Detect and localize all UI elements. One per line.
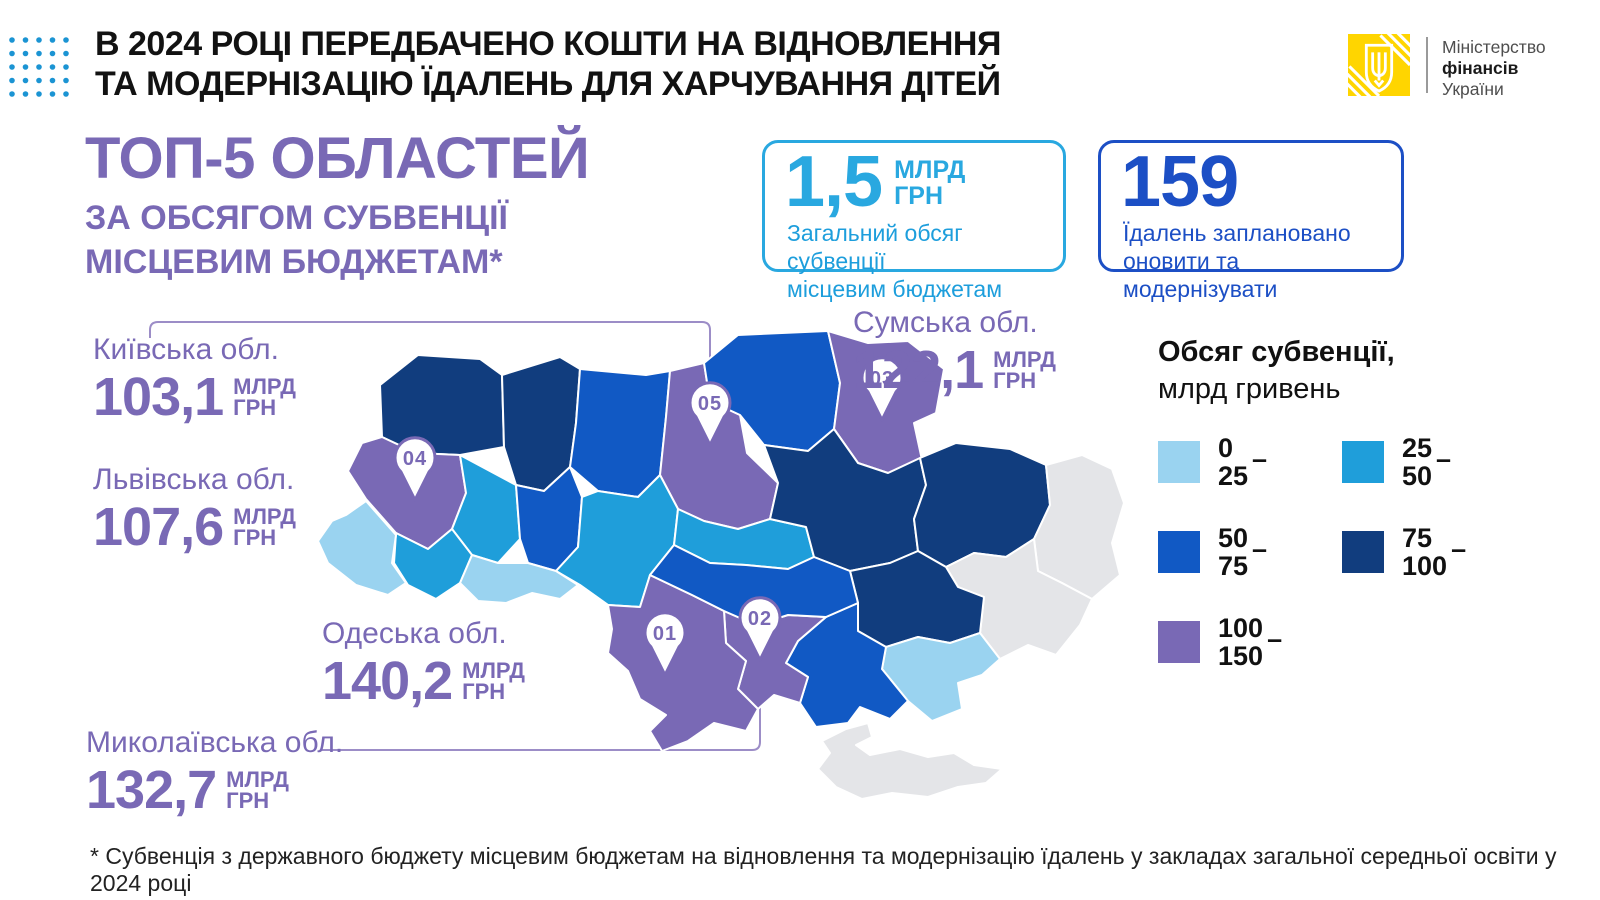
map-legend: Обсяг субвенції, млрд гривень 0 25 – 25 50… — [1158, 334, 1578, 670]
section-title-sub-line2: МІСЦЕВИМ БЮДЖЕТАМ* — [85, 243, 503, 281]
page-title-line2: ТА МОДЕРНІЗАЦІЮ ЇДАЛЕНЬ ДЛЯ ХАРЧУВАННЯ Д… — [95, 65, 1001, 103]
stat-label: Їдалень заплановано оновити та модернізу… — [1101, 217, 1401, 303]
region-label-lvivska: Львівська обл. 107,6 МЛРД ГРН — [93, 463, 296, 557]
region-value: 122,1 — [853, 340, 984, 400]
stat-label-line1: Їдалень заплановано — [1123, 220, 1351, 246]
legend-item-100-150: 100 150 – — [1158, 614, 1282, 670]
region-value: 107,6 — [93, 497, 224, 557]
stat-value-row: 1,5 МЛРД ГРН — [765, 142, 1063, 222]
stat-card-total-subvention: 1,5 МЛРД ГРН Загальний обсяг субвенції м… — [762, 140, 1066, 302]
leader-line-kyivska — [149, 321, 711, 381]
legend-swatch — [1342, 441, 1384, 483]
legend-item-25-50: 25 50 – — [1342, 434, 1451, 490]
region-name: Миколаївська обл. — [86, 726, 344, 759]
svg-text:01: 01 — [653, 623, 677, 645]
region-label-kyivska: Київська обл. 103,1 МЛРД ГРН — [93, 333, 296, 427]
region-label-mykolaivska: Миколаївська обл. 132,7 МЛРД ГРН — [86, 726, 344, 820]
leader-line-mykolaivska — [322, 661, 761, 751]
stat-label-line1: Загальний обсяг субвенції — [787, 220, 963, 274]
section-title-sub: ЗА ОБСЯГОМ СУБВЕНЦІЇ МІСЦЕВИМ БЮДЖЕТАМ* — [85, 196, 589, 284]
legend-title: Обсяг субвенції, млрд гривень — [1158, 336, 1395, 405]
footnote: * Субвенція з державного бюджету місцеви… — [90, 843, 1557, 896]
map-region-luhansk — [1033, 454, 1125, 600]
logo-text: Міністерство фінансів України — [1442, 34, 1546, 100]
tryzub-emblem-icon — [1348, 34, 1410, 96]
legend-swatch — [1342, 531, 1384, 573]
logo-text-line1: Міністерство — [1442, 37, 1546, 57]
region-name: Одеська обл. — [322, 617, 507, 650]
region-label-sumska: Сумська обл. 122,1 МЛРД ГРН — [853, 306, 1056, 400]
svg-text:03: 03 — [870, 368, 894, 390]
stat-unit-line2: ГРН — [894, 182, 943, 210]
region-name: Сумська обл. — [853, 306, 1038, 339]
section-title-sub-line1: ЗА ОБСЯГОМ СУБВЕНЦІЇ — [85, 199, 508, 237]
logo-divider — [1426, 37, 1428, 93]
map-region-chernivtsi — [459, 554, 579, 604]
map-region-crimea — [817, 722, 1003, 800]
map-region-volyn — [379, 354, 505, 456]
region-unit: МЛРД ГРН — [993, 347, 1056, 393]
legend-item-0-25: 0 25 – — [1158, 434, 1267, 490]
region-value: 132,7 — [86, 760, 217, 820]
map-region-zhytomyr — [569, 368, 671, 498]
ministry-of-finance-logo: Міністерство фінансів України — [1348, 34, 1546, 100]
legend-swatch — [1158, 441, 1200, 483]
map-pin-04-lvivska: 04 — [393, 436, 437, 502]
map-region-kirovohrad — [649, 544, 859, 626]
stat-value: 159 — [1121, 142, 1239, 222]
legend-item-50-75: 50 75 – — [1158, 524, 1267, 580]
region-unit: МЛРД ГРН — [226, 767, 289, 813]
dots-pattern-decoration — [9, 37, 69, 97]
legend-item-75-100: 75 100 – — [1342, 524, 1466, 580]
region-unit: МЛРД ГРН — [233, 504, 296, 550]
region-unit: МЛРД ГРН — [233, 374, 296, 420]
map-pin-05-kyivska: 05 — [688, 381, 732, 447]
page-title: В 2024 РОЦІ ПЕРЕДБАЧЕНО КОШТИ НА ВІДНОВЛ… — [95, 24, 1001, 104]
stat-label-line2: місцевим бюджетам — [787, 276, 1003, 302]
svg-text:02: 02 — [748, 608, 772, 630]
section-title: ТОП-5 ОБЛАСТЕЙ ЗА ОБСЯГОМ СУБВЕНЦІЇ МІСЦ… — [85, 126, 590, 284]
svg-text:05: 05 — [698, 393, 722, 415]
stat-value: 1,5 — [785, 142, 883, 222]
region-name: Львівська обл. — [93, 463, 295, 496]
map-pin-03-sumska: 03 — [860, 356, 904, 422]
logo-text-line2: фінансів — [1442, 58, 1519, 78]
region-value: 140,2 — [322, 651, 453, 711]
stat-value-row: 159 — [1101, 142, 1401, 222]
page-title-line1: В 2024 РОЦІ ПЕРЕДБАЧЕНО КОШТИ НА ВІДНОВЛ… — [95, 25, 1001, 63]
legend-swatch — [1158, 531, 1200, 573]
section-title-main: ТОП-5 ОБЛАСТЕЙ — [85, 126, 590, 191]
stat-unit: МЛРД ГРН — [894, 157, 965, 209]
region-unit: МЛРД ГРН — [462, 658, 525, 704]
ukraine-choropleth-map: 01 02 03 04 05 — [149, 321, 1125, 800]
map-pin-01-odeska: 01 — [643, 611, 687, 677]
stat-card-canteens-count: 159 Їдалень заплановано оновити та модер… — [1098, 140, 1404, 302]
region-value: 103,1 — [93, 367, 224, 427]
region-label-odeska: Одеська обл. 140,2 МЛРД ГРН — [322, 617, 525, 711]
stat-unit-line1: МЛРД — [894, 156, 966, 184]
stat-label: Загальний обсяг субвенції місцевим бюдже… — [765, 217, 1063, 303]
region-name: Київська обл. — [93, 333, 279, 366]
map-pin-02-mykolaivska: 02 — [738, 596, 782, 662]
svg-text:04: 04 — [403, 448, 427, 470]
legend-swatch — [1158, 621, 1200, 663]
logo-text-line3: України — [1442, 79, 1504, 99]
map-region-zakarpattia — [317, 500, 407, 596]
stat-label-line2: оновити та модернізувати — [1123, 248, 1278, 302]
